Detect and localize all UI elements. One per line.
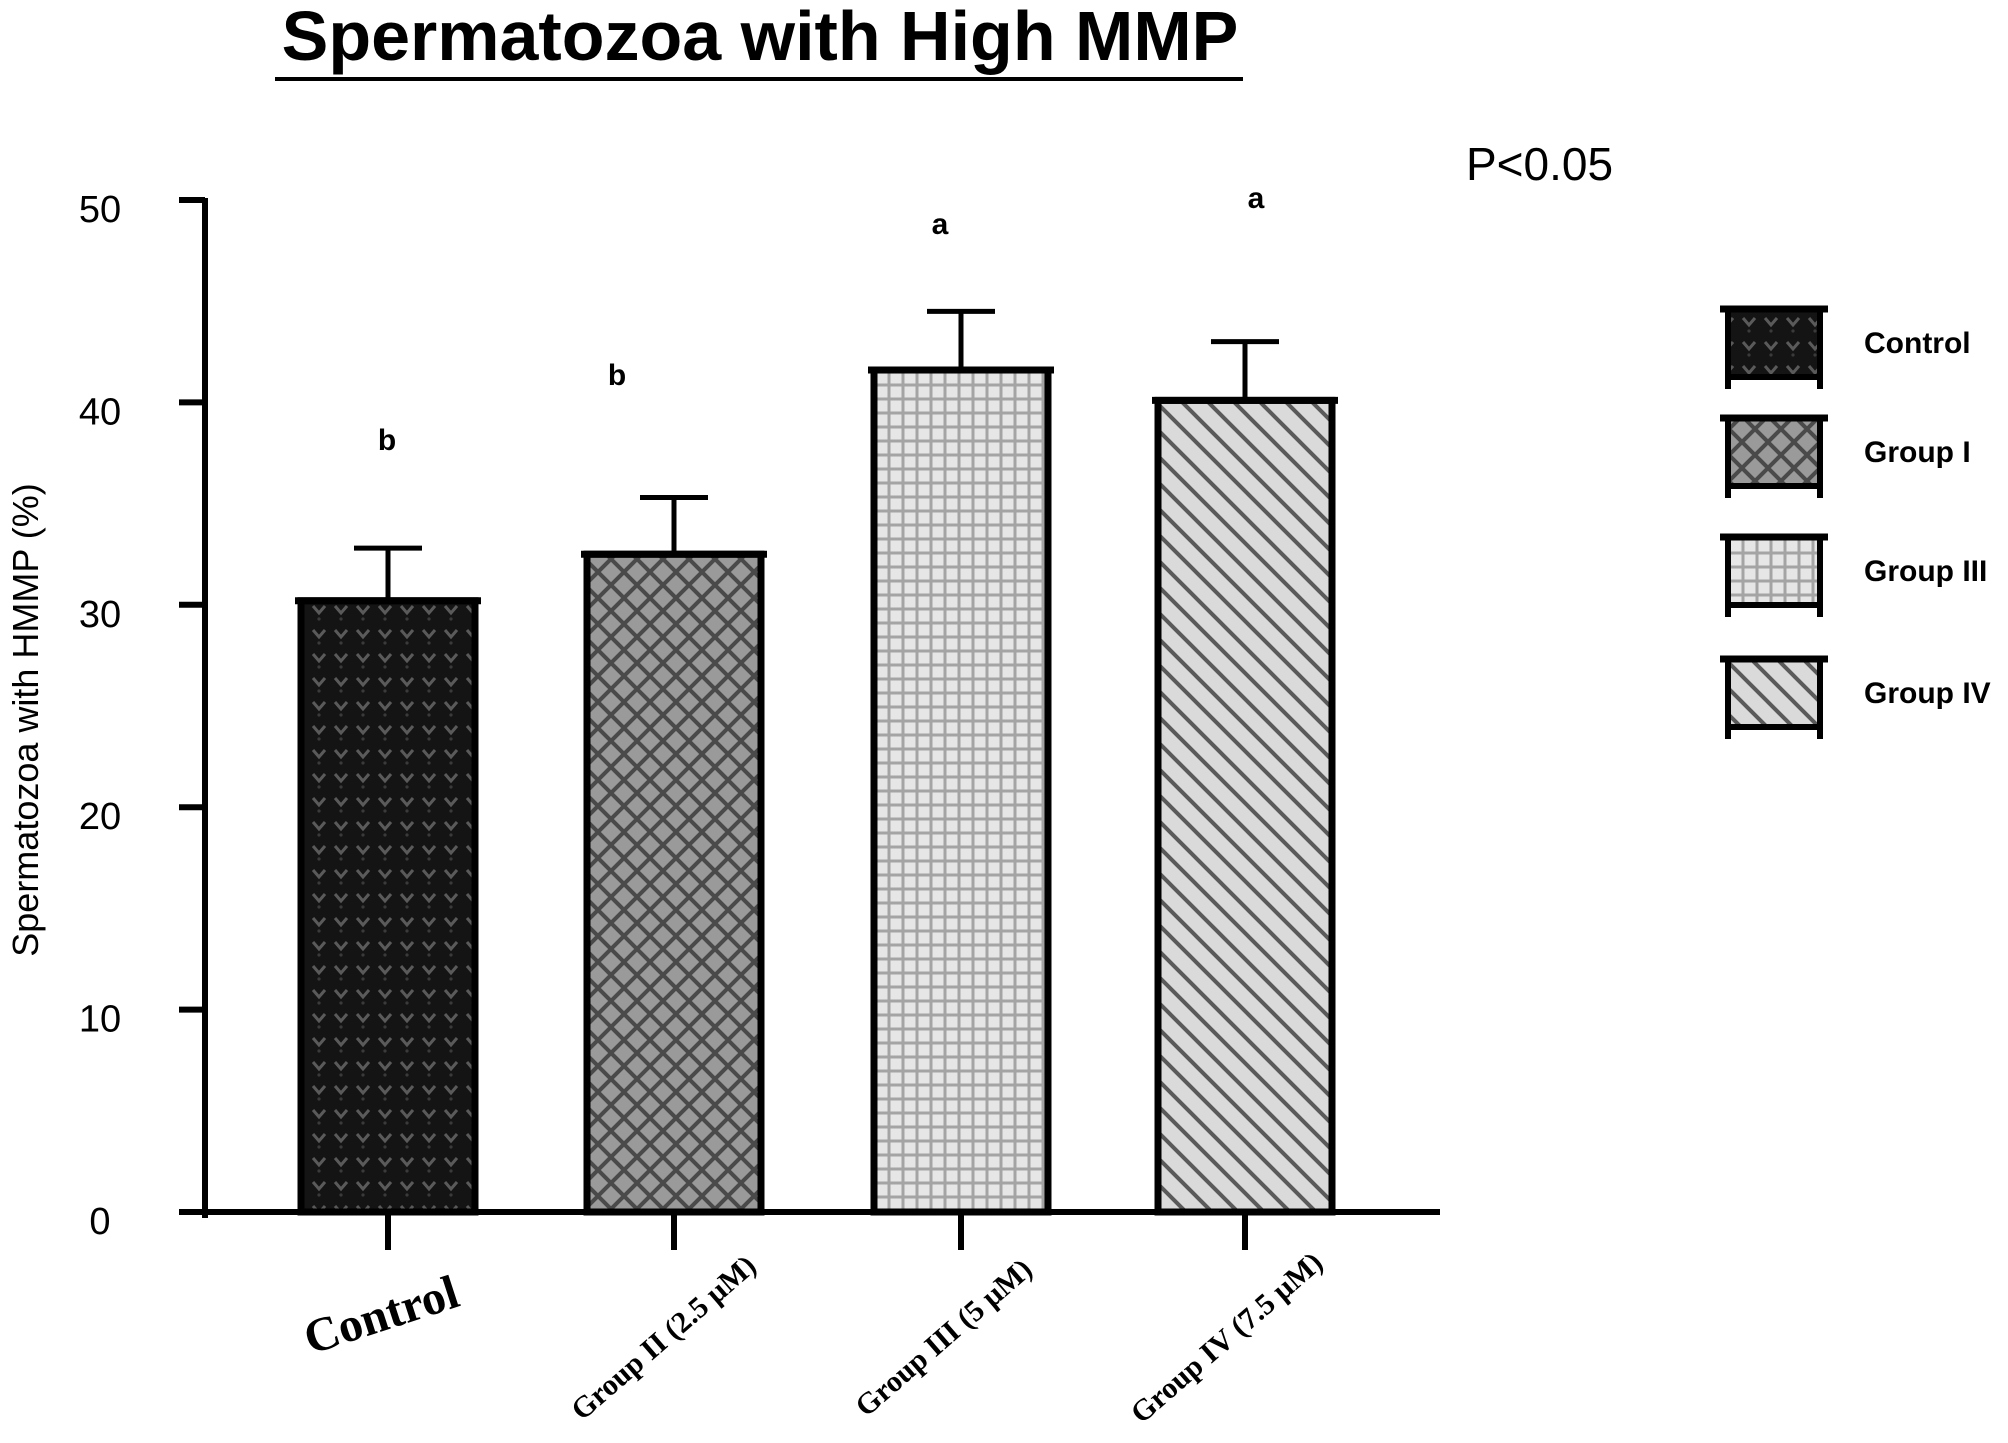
bar-group-4: a Group IV (7.5 μM) (1124, 182, 1338, 1430)
legend-item-4: Group IV (1720, 655, 1991, 739)
y-tick-label: 50 (79, 189, 121, 231)
y-tick-label: 40 (79, 391, 121, 433)
y-axis-label: Spermatozoa with HMMP (%) (5, 483, 46, 956)
legend-swatch (1725, 656, 1823, 730)
significance-letter: a (1248, 182, 1265, 215)
y-tick-label: 0 (89, 1201, 110, 1243)
legend-label: Group III (1864, 555, 1987, 588)
bar (870, 366, 1052, 1216)
bar (583, 550, 765, 1216)
legend: Control Group I Group III Group IV (1720, 305, 1991, 739)
bar (297, 597, 479, 1216)
p-value-annotation: P<0.05 (1466, 138, 1613, 190)
x-tick-label: Control (297, 1265, 465, 1365)
bar-group-1: b Control (295, 424, 481, 1365)
significance-letter: b (378, 424, 396, 457)
bar-group-2: b Group II (2.5 μM) (565, 359, 767, 1427)
x-tick-label: Group III (5 μM) (849, 1252, 1038, 1423)
x-tick-label: Group II (2.5 μM) (565, 1249, 763, 1427)
significance-letter: a (932, 208, 949, 241)
legend-swatch (1725, 306, 1823, 380)
y-tick-label: 20 (79, 796, 121, 838)
y-tick-label: 30 (79, 594, 121, 636)
bar (1154, 396, 1336, 1216)
legend-label: Control (1864, 327, 1971, 360)
chart-title: Spermatozoa with High MMP (282, 0, 1239, 75)
legend-label: Group IV (1864, 677, 1991, 710)
legend-label: Group I (1864, 436, 1971, 469)
legend-item-2: Group I (1720, 414, 1971, 498)
y-tick-label: 10 (79, 999, 121, 1041)
legend-swatch (1725, 534, 1823, 608)
bar-group-3: a Group III (5 μM) (849, 208, 1054, 1423)
bars: b Control b Group II (2.5 μM) a Group III (5 … (295, 182, 1338, 1430)
legend-swatch (1725, 415, 1823, 489)
significance-letter: b (608, 359, 626, 392)
legend-item-3: Group III (1720, 533, 1987, 617)
legend-item-1: Control (1720, 305, 1971, 389)
x-tick-label: Group IV (7.5 μM) (1124, 1246, 1329, 1430)
